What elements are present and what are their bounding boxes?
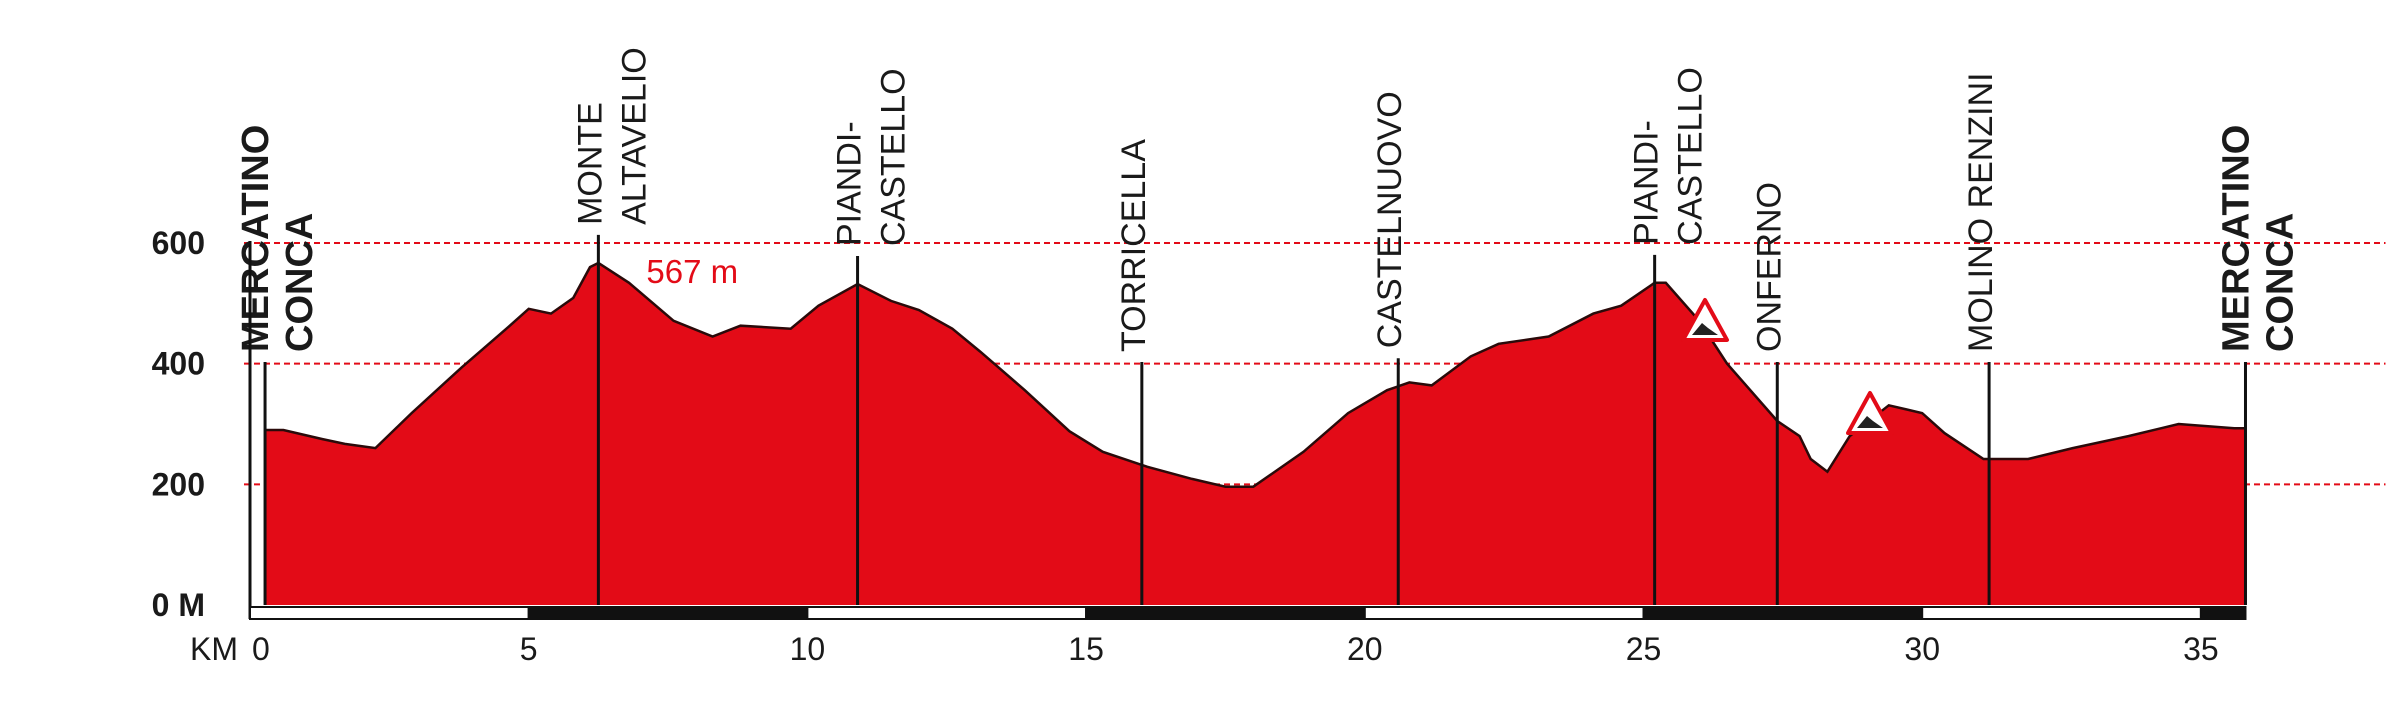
climb-icon [1681,298,1729,342]
waypoint-label: MOLINO RENZINI [1962,72,2000,352]
distance-bar [1085,606,1366,620]
waypoint-label: CASTELLO [875,68,913,246]
y-tick-label: 0 M [152,587,205,623]
waypoint-label: CASTELNUOVO [1371,91,1409,348]
annotation: 567 m [646,253,738,290]
x-tick-label: 30 [1904,631,1940,667]
x-tick-label: 15 [1068,631,1104,667]
x-tick-label: 5 [520,631,538,667]
distance-bar [1642,606,1924,620]
waypoint-label: CASTELLO [1672,67,1710,245]
waypoint-label: CONCA [2259,213,2301,352]
waypoint-label: PIANDI- [1628,120,1666,245]
x-axis-label: KM [190,631,238,667]
waypoint-label: CONCA [279,213,321,352]
x-tick-label: 35 [2183,631,2219,667]
axes: 0 M 200 400 600 KM 0 5 10 15 20 25 30 35 [152,225,2247,667]
waypoint-label: ONFERNO [1750,182,1788,352]
waypoint-label: MONTE [571,102,609,225]
x-tick-label: 25 [1626,631,1662,667]
x-tick-label: 20 [1347,631,1383,667]
distance-bar [527,606,809,620]
profile [265,261,2246,605]
distance-bar [2199,606,2247,620]
waypoint-label: ALTAVELIO [615,47,653,225]
waypoint-label: PIANDI- [831,121,869,246]
distance-bar [1363,606,1645,620]
waypoint-label: MERCATINO [235,125,277,352]
y-tick-label: 600 [152,225,205,261]
climb-icon [1846,391,1894,435]
x-tick-label: 10 [790,631,826,667]
elevation-area [265,262,2246,605]
distance-bar [806,606,1088,620]
waypoint-label: TORRICELLA [1115,139,1153,352]
y-tick-label: 200 [152,466,205,502]
waypoint-label: MERCATINO [2215,125,2257,352]
distance-bar [249,606,530,620]
x-tick-label: 0 [252,631,270,667]
y-tick-label: 400 [152,346,205,382]
distance-bar [1921,606,2202,620]
